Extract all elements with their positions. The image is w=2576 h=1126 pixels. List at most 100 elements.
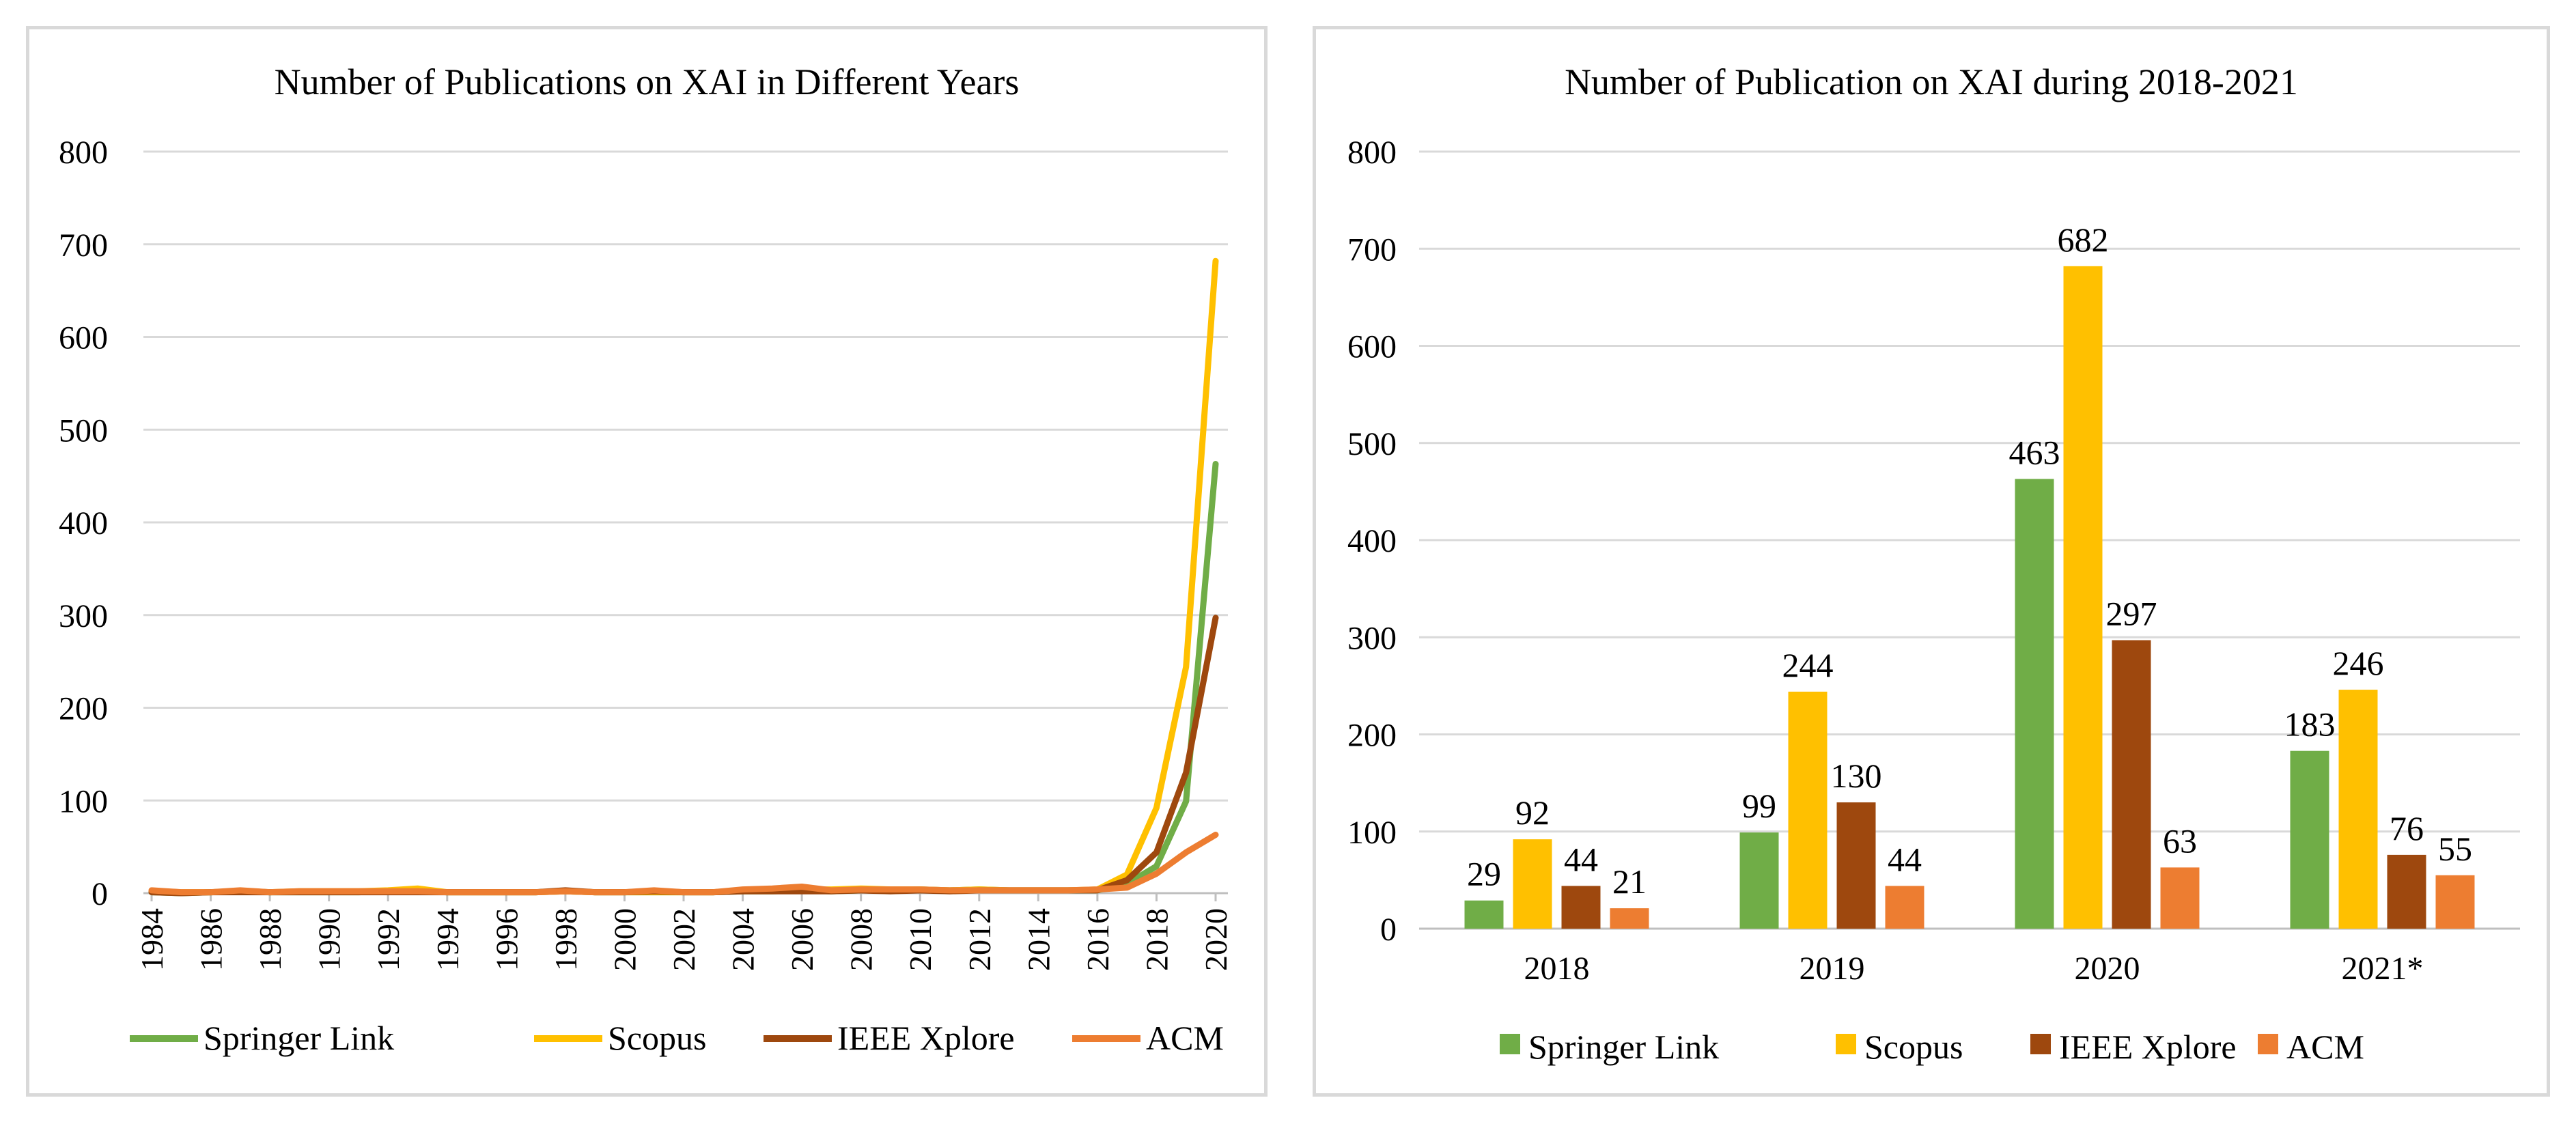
legend-swatch: [2258, 1034, 2278, 1054]
legend-item-scopus: Scopus: [1836, 1028, 1963, 1066]
y-tick-label: 600: [59, 320, 108, 356]
bar-acm-2019: [1885, 886, 1924, 929]
bar-ieee-xplore-2018: [1561, 886, 1601, 929]
legend-label: Scopus: [608, 1019, 706, 1057]
x-tick-label: 1986: [194, 908, 229, 971]
legend-item-springer-link: Springer Link: [1500, 1028, 1719, 1066]
bar-scopus-2020: [2063, 266, 2103, 929]
legend-swatch: [1500, 1034, 1520, 1054]
y-tick-label: 500: [1347, 426, 1397, 462]
legend-swatch: [2030, 1034, 2051, 1054]
bar-acm-2018: [1610, 908, 1649, 929]
legend-item-ieee-xplore: IEEE Xplore: [2030, 1028, 2237, 1066]
legend-label: Springer Link: [204, 1019, 394, 1057]
y-tick-label: 0: [1380, 912, 1397, 948]
data-label: 682: [2058, 221, 2109, 259]
data-label: 21: [1612, 862, 1647, 901]
y-tick-label: 500: [59, 412, 108, 449]
bar-chart-title: Number of Publication on XAI during 2018…: [1565, 61, 2298, 102]
data-label: 29: [1467, 855, 1501, 893]
bar-acm-2021: [2435, 875, 2475, 929]
legend-label: IEEE Xplore: [837, 1019, 1015, 1057]
x-tick-label: 2021*: [2342, 951, 2424, 987]
series-line-scopus: [148, 257, 1219, 896]
x-tick-label: 2000: [607, 908, 642, 971]
data-label: 92: [1515, 793, 1550, 832]
data-label: 183: [2284, 705, 2336, 744]
y-tick-label: 600: [1347, 329, 1397, 365]
legend-swatch: [1836, 1034, 1856, 1054]
legend-item-acm: ACM: [1072, 1019, 1224, 1057]
bar-acm-2020: [2160, 867, 2200, 929]
x-tick-label: 1990: [312, 908, 347, 971]
data-label: 76: [2390, 809, 2424, 847]
y-tick-label: 800: [1347, 135, 1397, 171]
x-tick-label: 2019: [1800, 951, 1865, 987]
data-label: 463: [2009, 433, 2060, 471]
data-label: 44: [1564, 840, 1598, 878]
legend-item-acm: ACM: [2258, 1028, 2364, 1066]
legend-label: IEEE Xplore: [2059, 1028, 2237, 1066]
data-label: 44: [1888, 840, 1922, 878]
line-chart: 0 100 200 300 400 500 600 700 800 1984 1986 1988 199…: [59, 135, 1233, 1057]
line-chart-panel: [26, 26, 1268, 1097]
legend-item-springer-link: Springer Link: [130, 1019, 394, 1057]
x-tick-label: 1994: [430, 908, 465, 971]
legend-item-ieee-xplore: IEEE Xplore: [764, 1019, 1015, 1057]
data-label: 63: [2163, 821, 2197, 860]
x-tick-label: 2014: [1021, 908, 1056, 971]
bar-springer-link-2018: [1464, 900, 1504, 929]
data-label: 130: [1831, 757, 1882, 795]
data-label: 246: [2333, 644, 2384, 682]
bar-scopus-2018: [1513, 839, 1552, 929]
series-line-acm: [148, 832, 1219, 896]
x-tick-label: 1984: [135, 908, 169, 971]
x-tick-label: 2010: [903, 908, 938, 971]
line-chart-title: Number of Publications on XAI in Differe…: [275, 61, 1020, 102]
y-tick-label: 800: [59, 135, 108, 171]
x-tick-label: 2020: [1199, 908, 1233, 971]
data-label: 99: [1742, 787, 1776, 825]
x-tick-label: 1996: [489, 908, 524, 971]
legend-item-scopus: Scopus: [534, 1019, 706, 1057]
data-label: 244: [1782, 646, 1834, 684]
x-tick-label: 2002: [667, 908, 701, 971]
x-tick-label: 1998: [548, 908, 583, 971]
x-tick-label: 2016: [1080, 908, 1115, 971]
y-tick-label: 100: [59, 783, 108, 819]
y-tick-label: 300: [1347, 620, 1397, 656]
x-tick-label: 2004: [726, 908, 761, 971]
y-tick-label: 200: [59, 691, 108, 727]
bar-scopus-2019: [1788, 691, 1828, 929]
legend-label: Springer Link: [1528, 1028, 1719, 1066]
series-line-ieee-xplore: [148, 615, 1219, 897]
x-tick-label: 2018: [1524, 951, 1590, 987]
legend-label: ACM: [1146, 1019, 1224, 1057]
y-tick-label: 0: [92, 876, 108, 912]
bar-springer-link-2019: [1739, 832, 1779, 929]
data-label: 55: [2438, 830, 2472, 868]
x-tick-label: 1992: [371, 908, 406, 971]
x-tick-label: 2018: [1139, 908, 1174, 971]
bar-ieee-xplore-2020: [2112, 640, 2151, 929]
bar-ieee-xplore-2019: [1836, 802, 1876, 929]
y-tick-label: 200: [1347, 718, 1397, 754]
bar-springer-link-2020: [2015, 479, 2054, 929]
bar-scopus-2021: [2338, 690, 2378, 929]
series-line-springer-link: [148, 461, 1219, 897]
bar-ieee-xplore-2021: [2387, 854, 2426, 929]
x-tick-label: 2008: [844, 908, 879, 971]
legend-label: Scopus: [1864, 1028, 1963, 1066]
x-tick-label: 2006: [785, 908, 820, 971]
x-tick-label: 2012: [962, 908, 997, 971]
y-tick-label: 300: [59, 598, 108, 634]
y-tick-label: 400: [1347, 523, 1397, 559]
y-tick-label: 700: [59, 227, 108, 264]
y-tick-label: 100: [1347, 815, 1397, 851]
bar-springer-link-2021: [2290, 750, 2329, 929]
bar-chart: 0 100 200 300 400 500 600 700 800 2018 29 92 44 21 201…: [1347, 135, 2520, 1066]
y-tick-label: 700: [1347, 231, 1397, 268]
x-tick-label: 1988: [253, 908, 288, 971]
data-label: 297: [2106, 595, 2157, 633]
